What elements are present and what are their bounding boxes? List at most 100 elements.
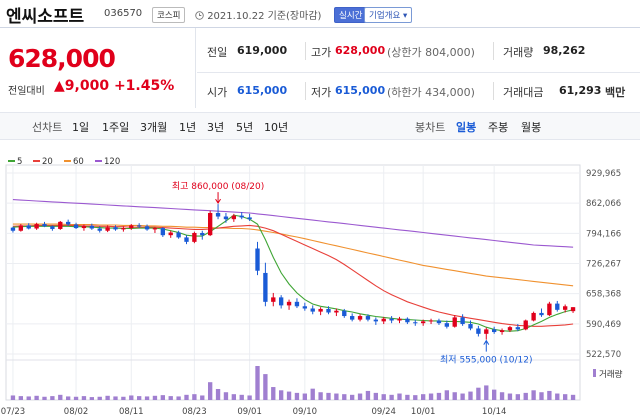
candle-body: [263, 272, 268, 302]
ma-line-120: [12, 199, 574, 248]
tab-3m[interactable]: 3개월: [140, 121, 168, 134]
volume-bar: [81, 396, 87, 400]
x-tick-label: 09/10: [293, 407, 318, 417]
candle-body: [89, 225, 95, 229]
stock-name: 엔씨소프트: [6, 7, 85, 27]
volume-bar: [357, 393, 363, 400]
tab-monthly[interactable]: 월봉: [521, 121, 542, 134]
candle-body: [200, 232, 205, 236]
volume-bar: [113, 396, 118, 400]
volume-bar: [499, 392, 505, 400]
candle-body: [121, 228, 126, 230]
volume-bar: [263, 374, 268, 400]
volume-bar: [89, 397, 95, 400]
timestamp: 2021.10.22 기준(장마감): [207, 11, 322, 22]
tab-10y[interactable]: 10년: [264, 121, 289, 134]
quote-row-2: 시가 615,000 저가 615,000 (하한가 434,000) 거래대금…: [197, 72, 640, 112]
tab-1y[interactable]: 1년: [179, 121, 197, 134]
candle-body: [373, 319, 379, 322]
candle-body: [349, 316, 355, 320]
volume-bar: [405, 394, 410, 400]
volume-bar: [342, 394, 347, 400]
volume-bar: [547, 390, 552, 400]
candle-body: [168, 232, 173, 236]
candle-body: [499, 330, 505, 333]
amount-unit: 백만: [605, 86, 626, 99]
company-overview-label: 기업개요: [369, 11, 401, 21]
ma-line-60: [12, 223, 574, 287]
current-price: 628,000: [8, 44, 116, 73]
clock-icon: [195, 11, 204, 20]
volume-bar: [326, 392, 331, 400]
volume-bar: [562, 394, 568, 400]
volume-bar: [42, 396, 47, 400]
tab-5y[interactable]: 5년: [236, 121, 254, 134]
candle-body: [397, 318, 402, 321]
high-arrow-icon: [215, 192, 221, 205]
candle-body: [58, 221, 63, 229]
candle-body: [428, 320, 434, 322]
prev-close-label: 전일: [207, 46, 228, 59]
volume-bar: [192, 394, 197, 400]
candle-body: [531, 312, 536, 321]
tab-weekly[interactable]: 주봉: [488, 121, 509, 134]
volume-bar: [531, 390, 536, 400]
candle-body: [81, 225, 87, 229]
volume-bar: [239, 394, 244, 400]
y-tick-label: 862,066: [586, 199, 621, 209]
candle-body: [460, 317, 465, 325]
open-value: 615,000: [237, 84, 288, 97]
candle-body: [223, 216, 229, 220]
volume-bar: [365, 390, 371, 400]
volume-bar: [476, 387, 481, 400]
low-annotation: 최저 555,000 (10/12): [440, 355, 532, 366]
realtime-button[interactable]: 실시간: [334, 7, 368, 23]
legend-label-5: 5: [17, 157, 22, 167]
candle-body: [294, 301, 300, 307]
x-tick-label: 07/23: [1, 407, 26, 417]
y-tick-label: 658,368: [586, 290, 621, 300]
low-arrow-icon: [483, 339, 490, 352]
price-panel: [0, 28, 196, 108]
candle-body: [515, 327, 521, 330]
volume-bar: [302, 393, 308, 400]
legend-swatch-60: [64, 160, 71, 162]
candle-body: [523, 320, 528, 330]
ma-line-5: [12, 214, 574, 332]
volume-bar: [397, 393, 402, 400]
tab-1d[interactable]: 1일: [72, 121, 90, 134]
volume-bar: [152, 395, 158, 400]
candle-body: [18, 225, 24, 231]
x-tick-label: 10/01: [411, 407, 436, 417]
y-tick-label: 522,570: [586, 350, 621, 360]
legend-label-60: 60: [73, 157, 84, 167]
volume-bar: [215, 388, 221, 400]
volume-bar: [65, 396, 71, 400]
candle-body: [413, 322, 418, 324]
volume-value: 98,262: [543, 44, 586, 57]
candle-body: [97, 228, 102, 231]
x-tick-label: 10/14: [482, 407, 507, 417]
candle-body: [176, 232, 181, 238]
candle-body: [381, 318, 386, 322]
x-tick-label: 08/02: [64, 407, 89, 417]
candle-body: [42, 224, 47, 227]
candle-body: [547, 303, 552, 316]
volume-bar: [184, 394, 189, 400]
volume-bar: [129, 395, 134, 400]
tab-1w[interactable]: 1주일: [102, 121, 130, 134]
volume-bar: [523, 392, 528, 400]
volume-legend-label: 거래량: [599, 369, 623, 380]
candle-body: [302, 306, 308, 309]
y-tick-label: 929,965: [586, 169, 621, 179]
volume-bar: [18, 396, 24, 400]
candle-body: [334, 310, 339, 313]
tab-3y[interactable]: 3년: [207, 121, 225, 134]
volume-label: 거래량: [503, 46, 534, 59]
chevron-down-icon: ▾: [402, 11, 408, 21]
volume-bar: [389, 394, 394, 400]
company-overview-button[interactable]: 기업개요 ▾: [364, 7, 413, 23]
tab-daily[interactable]: 일봉: [456, 121, 477, 134]
volume-bar: [413, 395, 418, 400]
candle-body: [144, 226, 150, 230]
